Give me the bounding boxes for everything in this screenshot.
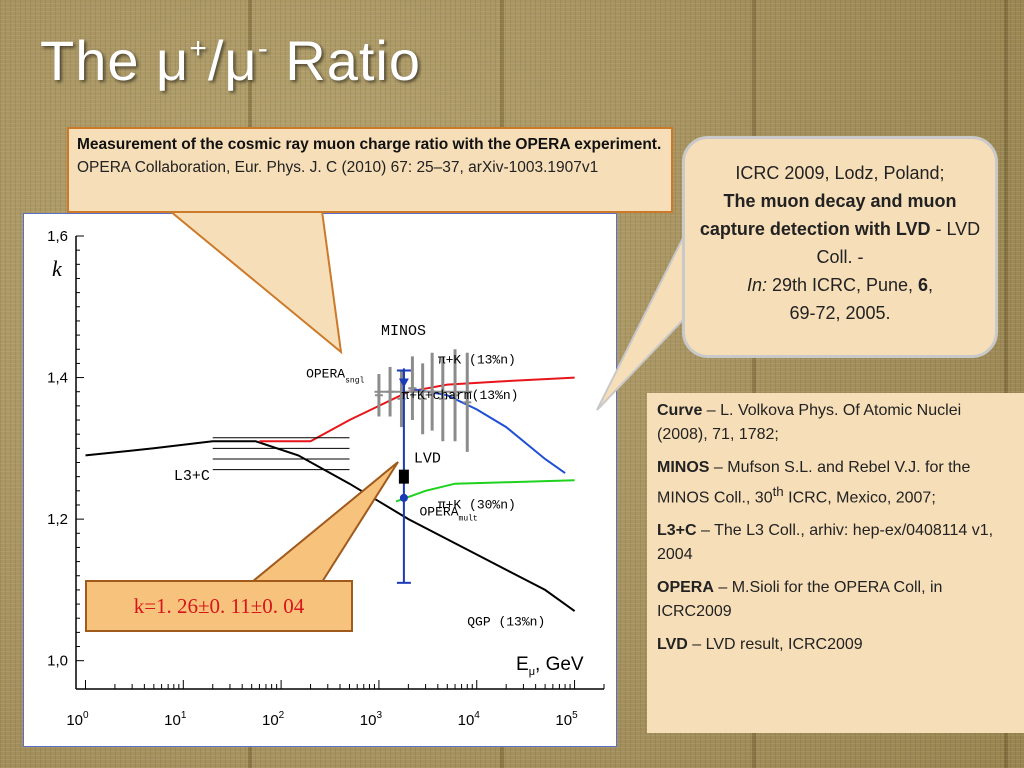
minos-label: MINOS: [381, 323, 426, 340]
opera-ref-citation: OPERA Collaboration, Eur. Phys. J. C (20…: [77, 159, 599, 176]
opera-mult-label: OPERAmult: [420, 505, 478, 524]
opera-ref-title: Measurement of the cosmic ray muon charg…: [77, 136, 662, 153]
opera-sngl-label: OPERAsngl: [306, 367, 364, 386]
x-axis-label: Eμ, GeV: [516, 654, 584, 678]
x-tick-label: 100: [66, 710, 89, 729]
x-tick-label: 102: [262, 710, 285, 729]
x-tick-label: 105: [555, 710, 578, 729]
lvd-point: [398, 469, 409, 484]
series-label: QGP (13%n): [467, 614, 545, 629]
reference-item: LVD – LVD result, ICRC2009: [657, 636, 863, 654]
lvd-label: LVD: [414, 451, 441, 468]
chart-svg: 1,0 1,2 1,4 1,6 k 100 101 102 103 104 105 Eμ, GeV π…: [47, 228, 605, 729]
series-label: π+K+charm(13%n): [401, 388, 518, 403]
reference-item: Curve – L. Volkova Phys. Of Atomic Nucle…: [657, 402, 962, 443]
y-tick-label: 1,0: [47, 653, 68, 670]
lvd-k-result-callout: k=1. 26±0. 11±0. 04: [85, 580, 353, 632]
muon-ratio-plot: 1,0 1,2 1,4 1,6 k 100 101 102 103 104 105 Eμ, GeV π…: [23, 213, 617, 747]
series-line: [408, 387, 566, 474]
x-tick-label: 101: [164, 710, 187, 729]
y-axis-label: k: [52, 256, 63, 281]
lvd-ref-conference: ICRC 2009, Lodz, Poland;: [735, 163, 945, 183]
references-box: Curve – L. Volkova Phys. Of Atomic Nucle…: [647, 393, 1024, 733]
slide-title: The μ+/μ- Ratio: [40, 29, 421, 92]
reference-item: L3+C – The L3 Coll., arhiv: hep-ex/04081…: [657, 522, 994, 564]
reference-item: MINOS – Mufson S.L. and Rebel V.J. for t…: [657, 459, 971, 507]
y-tick-label: 1,6: [47, 228, 68, 245]
series-label: π+K (13%n): [438, 352, 516, 367]
lvd-reference-callout: ICRC 2009, Lodz, Poland; The muon decay …: [682, 136, 998, 358]
series-line: [395, 479, 575, 503]
reference-item: OPERA – M.Sioli for the OPERA Coll, in I…: [657, 579, 943, 621]
opera-sngl-point: [398, 378, 409, 388]
y-tick-label: 1,4: [47, 370, 68, 387]
x-tick-label: 104: [458, 710, 481, 729]
opera-reference-callout: Measurement of the cosmic ray muon charg…: [67, 127, 673, 213]
y-tick-label: 1,2: [47, 511, 68, 528]
opera-mult-point: [399, 493, 408, 502]
l3c-label: L3+C: [174, 468, 210, 485]
x-tick-label: 103: [360, 710, 383, 729]
lvd-ref-title: The muon decay and muon capture detectio…: [699, 191, 957, 239]
series-label: π+K (30%n): [438, 498, 516, 513]
